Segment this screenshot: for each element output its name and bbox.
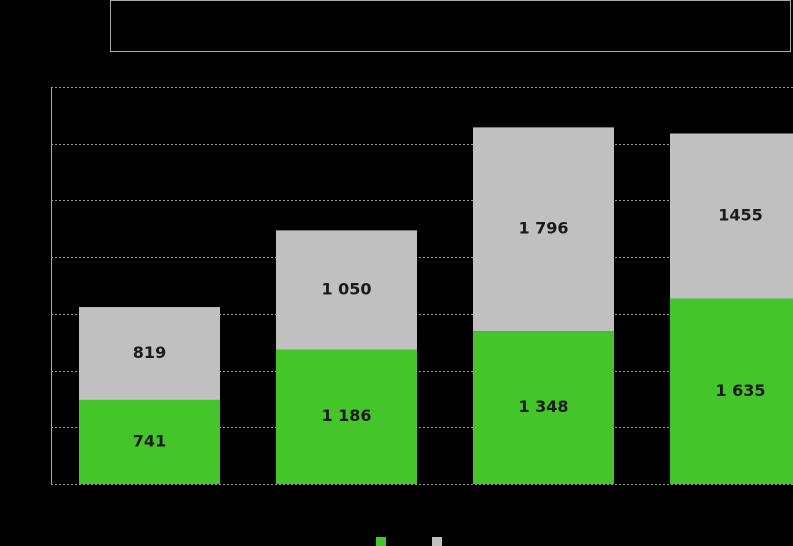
legend-swatch: [432, 537, 442, 546]
bar-segment: [670, 298, 793, 484]
value-label: 1 186: [321, 406, 371, 425]
bar-segment: [276, 230, 417, 350]
bar-segment: [276, 349, 417, 484]
bar-segment: [79, 399, 220, 484]
value-label: 819: [133, 343, 166, 362]
bar-segment: [79, 307, 220, 400]
value-label: 1455: [718, 206, 763, 225]
title-box: [110, 0, 791, 52]
value-label: 1 796: [518, 219, 568, 238]
value-label: 1 635: [715, 381, 765, 400]
bar-segment: [473, 331, 614, 484]
bar-segment: [670, 133, 793, 299]
value-label: 1 348: [518, 397, 568, 416]
legend-swatch: [376, 537, 386, 546]
value-label: 1 050: [321, 279, 371, 298]
bar-segment: [473, 127, 614, 332]
value-label: 741: [133, 431, 166, 450]
